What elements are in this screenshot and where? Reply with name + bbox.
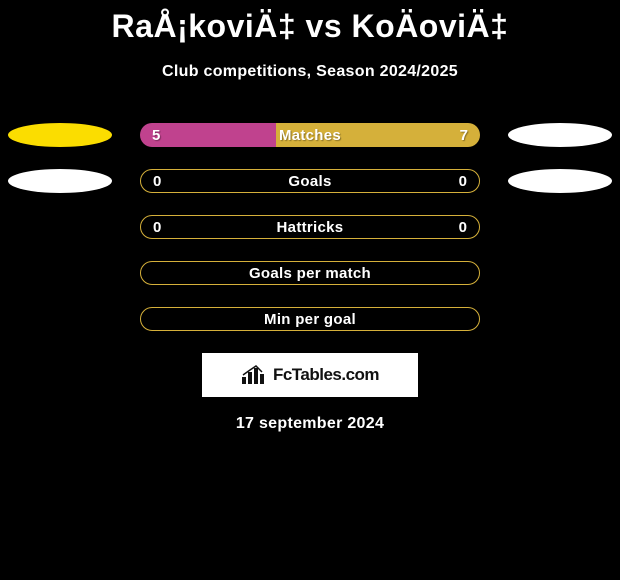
stat-pill-matches: 5 Matches 7 xyxy=(140,123,480,147)
logo-inner: FcTables.com xyxy=(241,364,379,386)
bars-icon xyxy=(241,364,267,386)
player-left-color-swatch xyxy=(8,169,112,193)
stat-pill-goals: 0 Goals 0 xyxy=(140,169,480,193)
player-right-color-swatch xyxy=(508,169,612,193)
date-text: 17 september 2024 xyxy=(0,415,620,433)
stat-pill-hattricks: 0 Hattricks 0 xyxy=(140,215,480,239)
stat-right-value: 0 xyxy=(459,219,467,236)
stat-left-value: 0 xyxy=(153,219,161,236)
stat-left-value: 0 xyxy=(153,173,161,190)
stat-label: Hattricks xyxy=(277,219,344,236)
stat-pill-goals-per-match: Goals per match xyxy=(140,261,480,285)
page-title: RaÅ¡koviÄ‡ vs KoÄoviÄ‡ xyxy=(0,0,620,45)
stats-area: 5 Matches 7 0 Goals 0 0 Hattricks 0 xyxy=(0,123,620,331)
stat-row-goals: 0 Goals 0 xyxy=(0,169,620,193)
stat-label: Min per goal xyxy=(264,311,356,328)
logo-badge: FcTables.com xyxy=(202,353,418,397)
stat-left-value: 5 xyxy=(152,127,160,144)
stat-row-goals-per-match: Goals per match xyxy=(0,261,620,285)
stat-right-value: 0 xyxy=(459,173,467,190)
stat-right-value: 7 xyxy=(460,127,468,144)
logo-text: FcTables.com xyxy=(273,365,379,385)
stat-pill-min-per-goal: Min per goal xyxy=(140,307,480,331)
page-subtitle: Club competitions, Season 2024/2025 xyxy=(0,63,620,81)
stat-label: Goals xyxy=(288,173,331,190)
stat-row-min-per-goal: Min per goal xyxy=(0,307,620,331)
comparison-card: RaÅ¡koviÄ‡ vs KoÄoviÄ‡ Club competitions… xyxy=(0,0,620,580)
stat-label: Goals per match xyxy=(249,265,371,282)
player-left-color-swatch xyxy=(8,123,112,147)
player-right-color-swatch xyxy=(508,123,612,147)
stat-row-matches: 5 Matches 7 xyxy=(0,123,620,147)
stat-row-hattricks: 0 Hattricks 0 xyxy=(0,215,620,239)
stat-label: Matches xyxy=(279,127,341,144)
